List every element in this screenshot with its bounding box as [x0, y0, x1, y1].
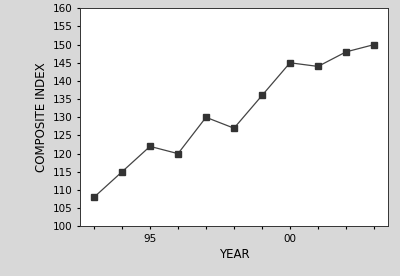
Y-axis label: COMPOSITE INDEX: COMPOSITE INDEX: [35, 62, 48, 172]
X-axis label: YEAR: YEAR: [219, 248, 249, 261]
